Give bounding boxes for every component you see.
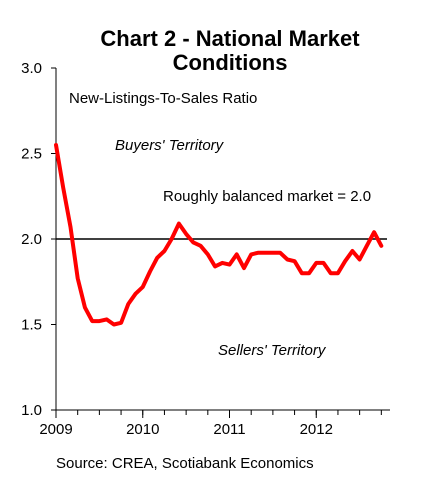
ratio-series-line	[54, 143, 384, 327]
x-tick-label: 2009	[39, 421, 72, 438]
y-tick-label: 2.5	[21, 146, 42, 163]
x-tick-label: 2012	[300, 421, 333, 438]
balanced-market-label: Roughly balanced market = 2.0	[163, 188, 371, 205]
chart-title: Chart 2 - National Market Conditions	[0, 27, 436, 75]
chart-title-line-2: Conditions	[172, 50, 288, 75]
y-tick-label: 2.0	[21, 231, 42, 248]
y-tick-label: 3.0	[21, 60, 42, 77]
series-label-annotation: New-Listings-To-Sales Ratio	[69, 90, 257, 107]
source-note: Source: CREA, Scotiabank Economics	[56, 455, 314, 472]
x-tick-label: 2011	[213, 421, 245, 438]
y-tick-label: 1.0	[21, 402, 42, 419]
x-tick-label: 2010	[126, 421, 159, 438]
buyers-territory-label: Buyers' Territory	[115, 137, 225, 154]
chart-title-line-1: Chart 2 - National Market	[100, 26, 360, 51]
y-tick-label: 1.5	[21, 317, 42, 334]
sellers-territory-label: Sellers' Territory	[218, 342, 327, 359]
